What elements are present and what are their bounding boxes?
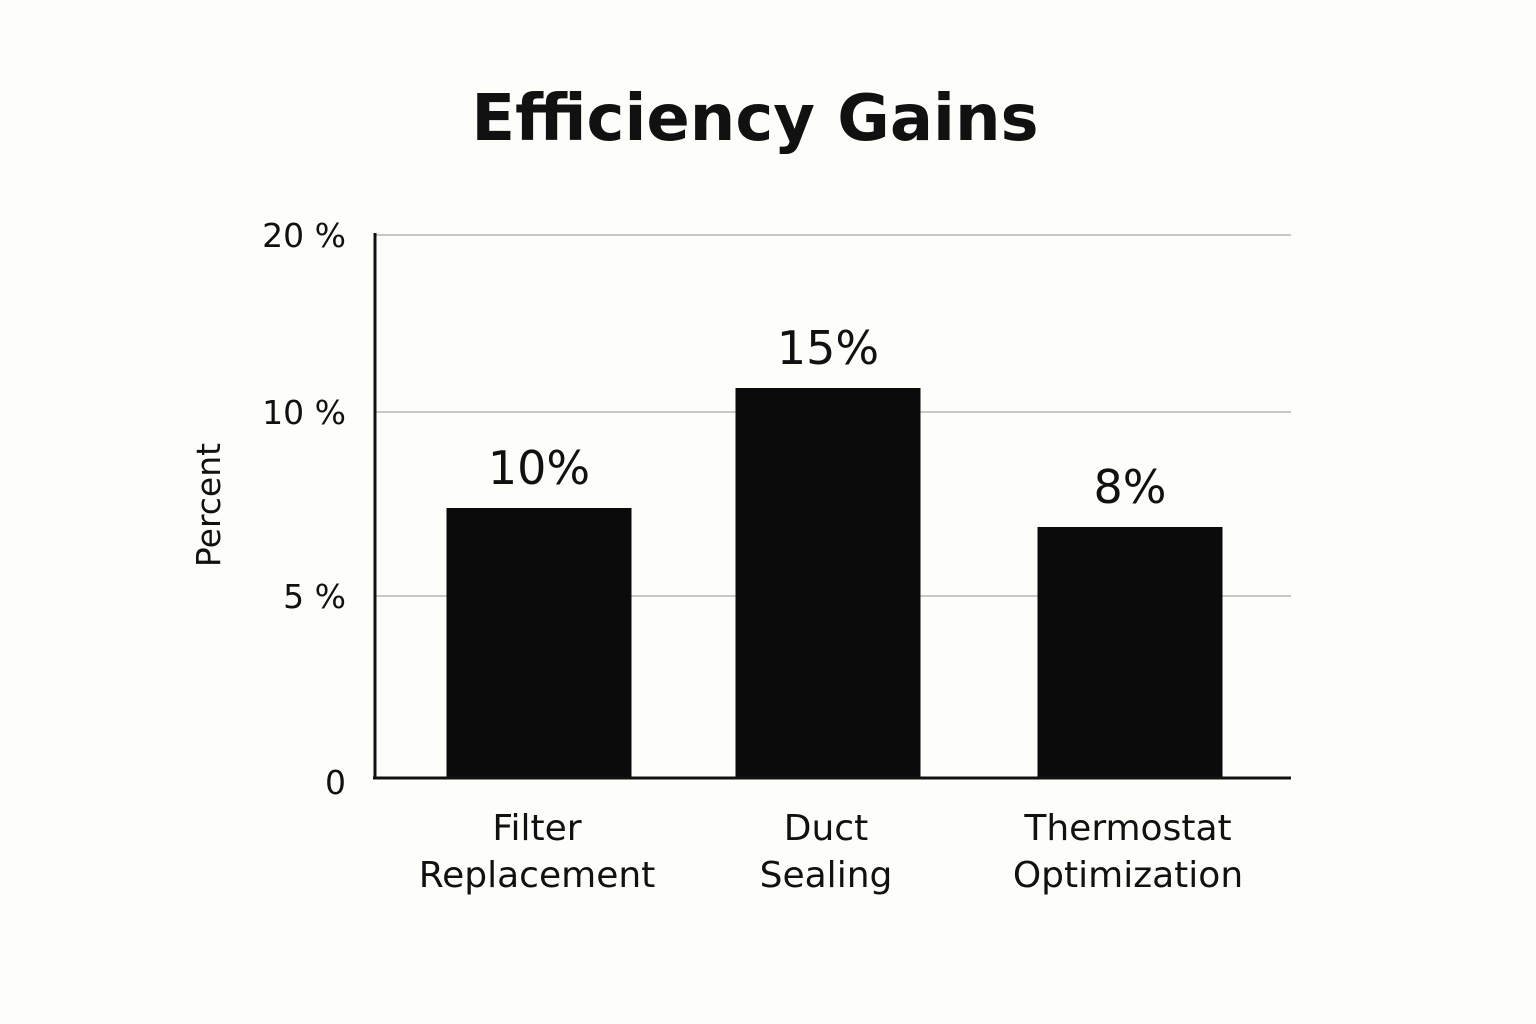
x-tick-label: Filter	[492, 808, 581, 849]
y-tick-label: 5 %	[283, 577, 346, 616]
bar	[446, 508, 632, 778]
y-tick-label: 10 %	[262, 393, 346, 432]
bars	[446, 388, 1223, 778]
data-label: 10%	[488, 441, 590, 495]
x-tick-label: Sealing	[760, 855, 893, 896]
bar	[735, 388, 921, 778]
bar	[1037, 527, 1223, 778]
chart-title: Efficiency Gains	[471, 82, 1038, 156]
x-tick-label: Duct	[784, 808, 868, 849]
axes	[373, 233, 1291, 780]
data-label: 8%	[1094, 460, 1167, 514]
x-tick-label: Optimization	[1013, 855, 1243, 896]
y-tick-label: 20 %	[262, 216, 346, 255]
data-label: 15%	[777, 321, 879, 375]
x-tick-label: Thermostat	[1023, 808, 1231, 849]
data-labels: 10% 15% 8%	[488, 321, 1167, 514]
y-tick-labels: 0 5 % 10 % 20 %	[262, 216, 346, 802]
y-tick-label: 0	[325, 763, 346, 802]
y-axis-label: Percent	[189, 443, 228, 567]
x-tick-labels: Filter Replacement Duct Sealing Thermostat Op…	[419, 808, 1243, 896]
x-tick-label: Replacement	[419, 855, 656, 896]
